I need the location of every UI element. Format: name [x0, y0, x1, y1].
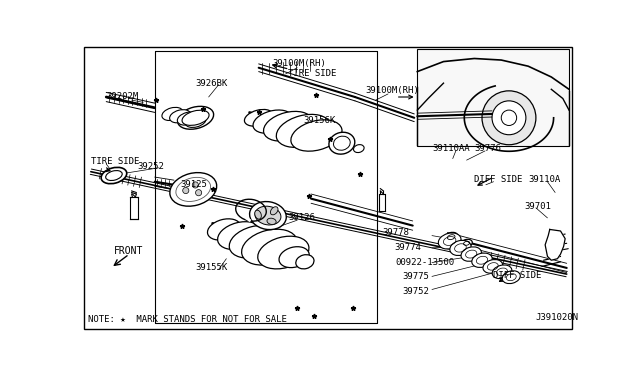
- Text: 39774: 39774: [394, 243, 421, 253]
- Text: 39776: 39776: [474, 144, 501, 153]
- Ellipse shape: [242, 229, 298, 265]
- Text: 39775: 39775: [402, 272, 429, 281]
- Ellipse shape: [106, 171, 122, 180]
- Ellipse shape: [162, 108, 183, 121]
- Ellipse shape: [170, 173, 217, 206]
- Ellipse shape: [502, 271, 520, 283]
- Circle shape: [482, 91, 536, 145]
- Ellipse shape: [253, 110, 292, 133]
- Ellipse shape: [177, 106, 214, 129]
- Ellipse shape: [296, 255, 314, 269]
- Ellipse shape: [267, 218, 276, 224]
- Ellipse shape: [276, 114, 330, 147]
- Text: 39100M(RH): 39100M(RH): [365, 86, 419, 95]
- Text: 39100M(RH): 39100M(RH): [273, 60, 326, 68]
- Ellipse shape: [444, 232, 458, 242]
- Text: 39252: 39252: [137, 162, 164, 171]
- Ellipse shape: [218, 222, 261, 250]
- Text: 00922-13500: 00922-13500: [396, 258, 455, 267]
- Polygon shape: [545, 230, 565, 260]
- Ellipse shape: [255, 210, 261, 219]
- Ellipse shape: [450, 240, 471, 256]
- Ellipse shape: [329, 132, 355, 154]
- Text: TIRE SIDE: TIRE SIDE: [91, 157, 140, 166]
- Bar: [417, 49, 569, 145]
- Text: NOTE: ★  MARK STANDS FOR NOT FOR SALE: NOTE: ★ MARK STANDS FOR NOT FOR SALE: [88, 315, 287, 324]
- Text: 39155K: 39155K: [196, 263, 228, 272]
- Ellipse shape: [182, 110, 209, 125]
- Ellipse shape: [258, 236, 309, 269]
- Text: 39701: 39701: [524, 202, 551, 211]
- Ellipse shape: [244, 109, 273, 126]
- Ellipse shape: [353, 145, 364, 153]
- Circle shape: [192, 182, 198, 188]
- Text: 39125: 39125: [180, 180, 207, 189]
- Text: 39110A: 39110A: [528, 175, 561, 184]
- Ellipse shape: [101, 167, 127, 184]
- Text: J391020N: J391020N: [536, 314, 579, 323]
- Ellipse shape: [472, 253, 492, 267]
- Text: 39202M: 39202M: [106, 92, 138, 101]
- Ellipse shape: [461, 247, 481, 261]
- Text: DIFF SIDE: DIFF SIDE: [474, 175, 523, 184]
- Text: DIFF SIDE: DIFF SIDE: [493, 271, 541, 280]
- Text: 3926BK: 3926BK: [196, 78, 228, 88]
- Circle shape: [196, 190, 202, 196]
- Ellipse shape: [170, 110, 191, 123]
- Ellipse shape: [483, 260, 502, 273]
- Ellipse shape: [250, 202, 286, 230]
- Ellipse shape: [177, 112, 198, 125]
- Ellipse shape: [492, 265, 512, 279]
- Text: 39778: 39778: [382, 228, 409, 237]
- Text: TIRE SIDE: TIRE SIDE: [288, 70, 337, 78]
- Ellipse shape: [255, 206, 281, 225]
- Circle shape: [182, 187, 189, 193]
- Text: FRONT: FRONT: [114, 246, 143, 256]
- Ellipse shape: [438, 233, 461, 249]
- Text: 39752: 39752: [402, 286, 429, 295]
- Ellipse shape: [461, 239, 472, 247]
- Ellipse shape: [271, 207, 278, 215]
- Ellipse shape: [291, 120, 342, 151]
- Circle shape: [492, 101, 526, 135]
- Text: 39110AA: 39110AA: [433, 144, 470, 153]
- Ellipse shape: [176, 177, 211, 202]
- Ellipse shape: [279, 247, 309, 267]
- Ellipse shape: [264, 111, 312, 141]
- Text: 39156K: 39156K: [303, 116, 335, 125]
- Ellipse shape: [185, 114, 206, 128]
- Ellipse shape: [229, 225, 280, 258]
- Ellipse shape: [207, 219, 241, 240]
- Text: 39126: 39126: [288, 214, 315, 222]
